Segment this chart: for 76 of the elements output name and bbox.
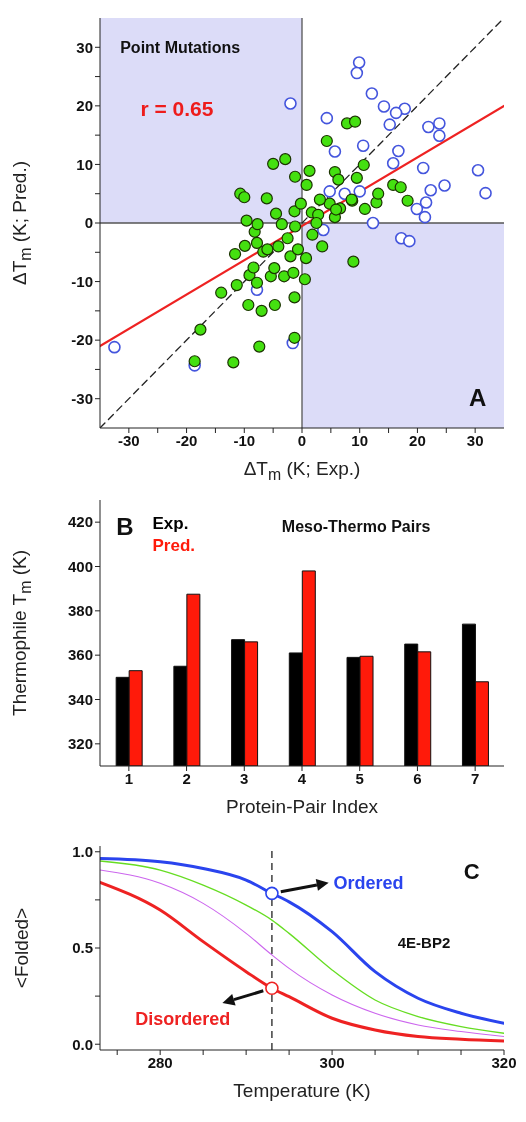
- annotation: C: [463, 859, 480, 886]
- y-tick-label: 340: [67, 690, 93, 708]
- y-tick-label: -20: [71, 331, 93, 349]
- annotation: 4E-BP2: [397, 933, 451, 951]
- x-tick-label: -30: [118, 431, 140, 449]
- series-label: Ordered: [333, 872, 404, 894]
- x-axis-title: ΔT$_{m}$ (K; Exp.): [242, 458, 362, 484]
- y-tick-label: 380: [67, 602, 93, 620]
- y-tick-label: 10: [76, 155, 93, 173]
- annotation: B: [116, 512, 134, 541]
- point: [320, 111, 334, 125]
- text: Disordered: [135, 1008, 231, 1030]
- point: [416, 161, 430, 175]
- point: [479, 186, 492, 200]
- y-tick-label: 0.0: [72, 1035, 93, 1053]
- point: [433, 117, 446, 130]
- point: [389, 106, 403, 120]
- y-tick-label: -30: [71, 390, 93, 408]
- x-tick-label: 20: [409, 431, 426, 449]
- x-tick-label: 7: [470, 769, 480, 787]
- text: Exp.: [152, 513, 190, 535]
- y-tick-label: 30: [76, 38, 93, 56]
- y-tick-label: -10: [71, 272, 93, 290]
- point: [433, 129, 446, 143]
- point: [350, 66, 364, 80]
- annotation: r = 0.65: [140, 97, 214, 122]
- x-tick-label: 4: [297, 769, 307, 787]
- point: [471, 163, 485, 177]
- x-tick-label: 3: [240, 769, 249, 787]
- y-tick-label: 320: [67, 735, 93, 753]
- y-tick-label: 0.5: [72, 939, 93, 957]
- y-tick-label: 360: [67, 646, 93, 664]
- point: [438, 179, 451, 192]
- x-tick-label: 6: [413, 769, 422, 787]
- point: [365, 87, 379, 100]
- y-tick-label: 400: [67, 557, 93, 575]
- point: [328, 145, 342, 158]
- x-tick-label: 30: [466, 431, 484, 449]
- point: [353, 185, 367, 198]
- x-tick-label: -20: [175, 431, 198, 449]
- text: Pred.: [152, 534, 196, 556]
- point: [386, 156, 400, 170]
- point: [403, 234, 416, 248]
- point: [419, 196, 433, 209]
- point: [392, 144, 405, 158]
- point: [366, 216, 380, 230]
- x-tick-label: 5: [355, 769, 364, 787]
- y-axis-title: <Folded>: [11, 907, 33, 989]
- x-tick-label: 1: [124, 769, 134, 787]
- point: [383, 118, 397, 131]
- point: [424, 183, 437, 197]
- annotation: A: [469, 383, 487, 412]
- x-tick-label: 10: [351, 431, 369, 449]
- x-axis-title: Protein-Pair Index: [224, 796, 380, 818]
- x-tick-label: 320: [491, 1053, 517, 1071]
- point: [284, 97, 297, 110]
- point: [356, 139, 370, 152]
- point: [418, 210, 432, 224]
- point: [377, 100, 391, 113]
- x-tick-label: 280: [147, 1053, 173, 1071]
- x-tick-label: 0: [297, 431, 307, 449]
- y-tick-label: 0: [84, 214, 93, 232]
- y-tick-label: 420: [67, 513, 93, 531]
- point: [410, 202, 424, 216]
- point: [108, 340, 121, 354]
- x-tick-label: -10: [233, 431, 256, 449]
- annotation: Meso-Thermo Pairs: [281, 517, 431, 536]
- annotation: Point Mutations: [120, 39, 241, 58]
- y-tick-label: 1.0: [72, 843, 93, 861]
- x-tick-label: 300: [319, 1053, 345, 1071]
- y-tick-label: 20: [76, 97, 93, 115]
- point: [352, 56, 366, 69]
- point: [323, 185, 336, 198]
- point: [422, 120, 435, 134]
- x-axis-title: Temperature (K): [232, 1080, 372, 1102]
- x-tick-label: 2: [182, 769, 191, 787]
